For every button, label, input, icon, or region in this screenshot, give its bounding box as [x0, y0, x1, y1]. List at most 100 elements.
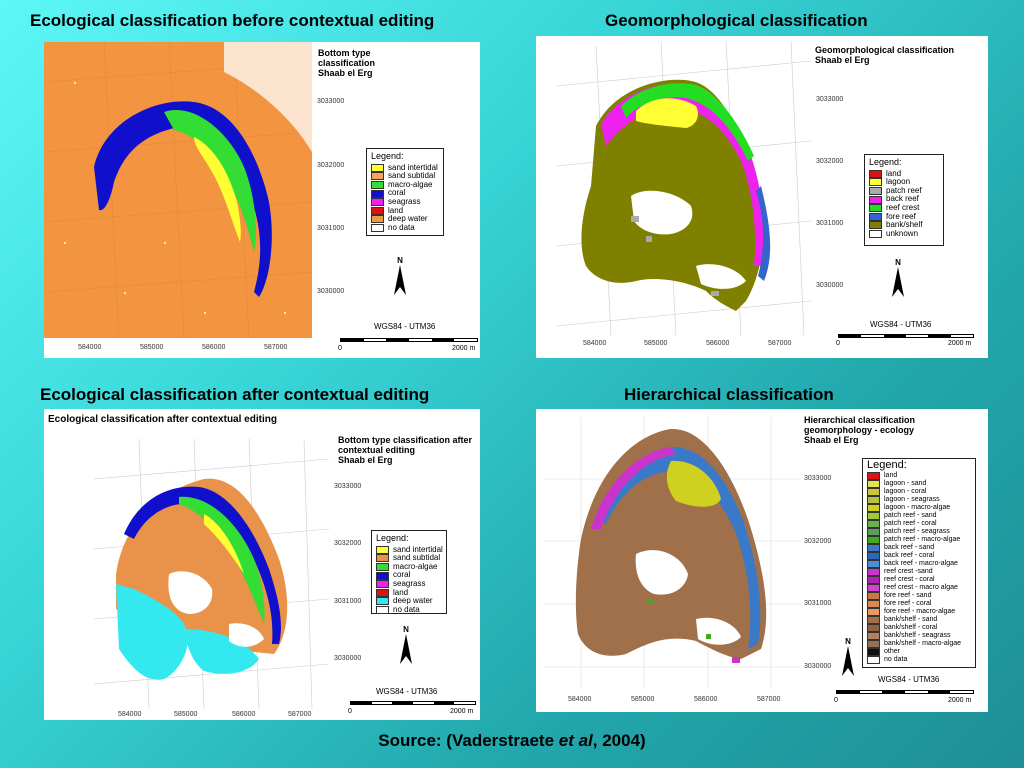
- legend-item: unknown: [869, 229, 939, 239]
- legend-swatch: [371, 198, 384, 207]
- y-tick: 3032000: [334, 540, 362, 547]
- legend-item: bank/shelf - macro-algae: [867, 639, 971, 648]
- legend-item: land: [867, 471, 971, 480]
- legend-swatch: [371, 181, 384, 190]
- legend-swatch: [869, 187, 882, 196]
- x-tick: 584000: [583, 340, 607, 347]
- scale-end: 2000 m: [948, 340, 972, 347]
- legend-swatch: [371, 215, 384, 224]
- legend-swatch: [867, 615, 880, 624]
- legend-swatch: [376, 545, 389, 554]
- legend-swatch: [867, 631, 880, 640]
- legend-label: land: [388, 205, 404, 215]
- legend-label: no data: [388, 222, 415, 232]
- scale-start: 0: [348, 708, 352, 715]
- legend-item: no data: [867, 655, 971, 664]
- legend-swatch: [371, 172, 384, 181]
- north-label: N: [845, 637, 851, 646]
- legend-label: coral: [388, 188, 406, 198]
- x-tick: 585000: [644, 340, 668, 347]
- legend-item: coral: [376, 571, 442, 580]
- x-tick: 587000: [288, 711, 312, 718]
- legend-swatch: [867, 583, 880, 592]
- map-panel-geomorphological: Geomorphological classification Shaab el…: [536, 36, 988, 358]
- legend-item: sand subtidal: [371, 172, 439, 181]
- north-arrow: N: [838, 637, 858, 682]
- y-tick: 3031000: [816, 220, 844, 227]
- legend-label: macro-algae: [388, 179, 433, 189]
- north-label: N: [403, 625, 409, 634]
- map-legend: Legend: sand intertidal sand subtidal macr…: [371, 530, 447, 615]
- legend-swatch: [867, 591, 880, 600]
- legend-label: bank/shelf: [886, 220, 923, 230]
- legend-swatch: [867, 511, 880, 520]
- x-tick: 585000: [140, 344, 164, 351]
- x-tick: 586000: [232, 711, 256, 718]
- legend-item: bank/shelf - coral: [867, 623, 971, 632]
- legend-label: other: [884, 647, 900, 655]
- legend-label: patch reef: [886, 185, 922, 195]
- legend-item: deep water: [376, 597, 442, 606]
- x-tick: 585000: [631, 696, 655, 703]
- legend-swatch: [376, 606, 389, 615]
- scale-bar: [838, 334, 974, 338]
- north-label: N: [397, 256, 403, 265]
- y-tick: 3031000: [317, 225, 345, 232]
- legend-item: deep water: [371, 215, 439, 224]
- legend-swatch: [867, 495, 880, 504]
- legend-label: no data: [393, 604, 420, 614]
- x-tick: 585000: [174, 711, 198, 718]
- map-title-block: Bottom type classification after context…: [338, 435, 472, 465]
- legend-swatch: [376, 554, 389, 563]
- legend-swatch: [867, 599, 880, 608]
- legend-swatch: [867, 559, 880, 568]
- legend-swatch: [869, 169, 882, 178]
- scale-end: 2000 m: [452, 345, 476, 352]
- map-panel-ecological-after: Ecological classification after contextu…: [44, 409, 480, 720]
- legend-item: back reef - sand: [867, 543, 971, 552]
- legend-label: sand intertidal: [393, 544, 443, 554]
- legend-item: seagrass: [371, 197, 439, 207]
- legend-item: fore reef - coral: [867, 599, 971, 608]
- x-tick: 587000: [264, 344, 288, 351]
- legend-swatch: [869, 178, 882, 187]
- legend-item: sand intertidal: [376, 544, 443, 555]
- scale-start: 0: [338, 345, 342, 352]
- north-arrow: N: [396, 625, 416, 670]
- legend-swatch: [867, 551, 880, 560]
- legend-swatch: [867, 647, 880, 656]
- legend-swatch: [867, 487, 880, 496]
- legend-swatch: [869, 221, 882, 230]
- legend-item: back reef - coral: [867, 551, 971, 560]
- legend-label: patch reef - seagrass: [884, 527, 950, 535]
- legend-label: reef crest - macro algae: [884, 583, 958, 591]
- x-tick: 586000: [706, 340, 730, 347]
- legend-item: land: [376, 588, 442, 598]
- legend-label: fore reef - macro-algae: [884, 607, 956, 615]
- legend-item: patch reef - sand: [867, 511, 971, 520]
- legend-label: land: [886, 168, 902, 178]
- legend-item: sand subtidal: [376, 554, 442, 563]
- map-title-line: Hierarchical classification: [804, 415, 916, 425]
- legend-item: reef crest -sand: [867, 567, 971, 576]
- legend-swatch: [869, 212, 882, 221]
- legend-item: reef crest - coral: [867, 575, 971, 584]
- projection-label: WGS84 - UTM36: [870, 320, 932, 329]
- legend-label: lagoon - seagrass: [884, 495, 940, 503]
- legend-item: fore reef: [869, 212, 939, 222]
- legend-label: reef crest - coral: [884, 575, 935, 583]
- legend-label: fore reef - coral: [884, 599, 932, 607]
- legend-label: reef crest: [886, 202, 920, 212]
- north-arrow-icon: [394, 265, 406, 295]
- map-title-line: Shaab el Erg: [318, 68, 373, 78]
- projection-label: WGS84 - UTM36: [376, 687, 438, 696]
- y-tick: 3030000: [804, 663, 832, 670]
- map-title-line: Shaab el Erg: [804, 435, 859, 445]
- legend-swatch: [867, 567, 880, 576]
- map-panel-ecological-before: Bottom type classification Shaab el Erg …: [44, 42, 480, 358]
- legend-label: sand intertidal: [388, 162, 438, 172]
- legend-swatch: [869, 204, 882, 213]
- legend-label: no data: [884, 655, 908, 663]
- legend-item: lagoon: [869, 178, 939, 187]
- north-label: N: [895, 258, 901, 267]
